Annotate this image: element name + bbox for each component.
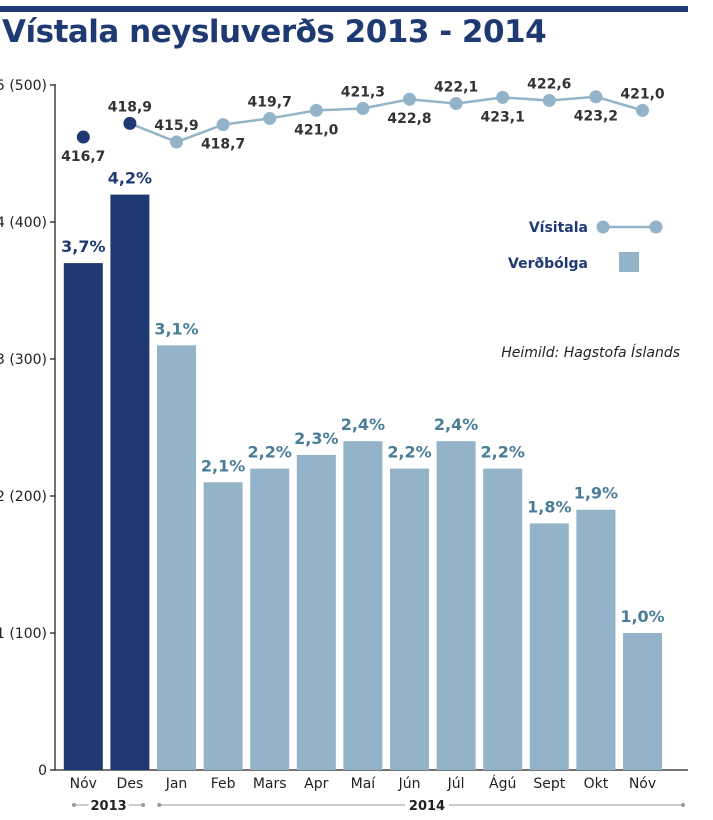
y-tick-label: 5 (500): [0, 78, 47, 94]
x-tick-label: Nóv: [629, 776, 656, 792]
x-tick-label: Feb: [211, 776, 236, 792]
index-point: [636, 103, 649, 117]
index-point: [542, 93, 556, 107]
index-point: [216, 118, 230, 132]
index-point: [263, 111, 277, 125]
y-tick-label: 2 (200): [0, 489, 47, 505]
legend-label-visitala: Vísitala: [529, 220, 588, 236]
index-value-label: 423,2: [574, 109, 618, 125]
index-value-label: 416,7: [61, 149, 105, 165]
index-point: [170, 135, 183, 149]
index-value-label: 421,0: [620, 86, 665, 102]
bar-value-label: 3,7%: [61, 237, 105, 256]
bar: [436, 441, 476, 770]
index-value-label: 419,7: [248, 94, 292, 110]
year-label-bg: [88, 797, 129, 813]
x-tick-label: Des: [117, 776, 144, 792]
x-tick-label: Nóv: [70, 776, 97, 792]
bar-value-label: 1,9%: [574, 484, 618, 503]
bar: [203, 482, 243, 770]
index-value-label: 418,9: [108, 99, 152, 115]
x-tick-label: Júl: [447, 776, 465, 792]
index-point: [76, 130, 90, 144]
x-tick-label: Mars: [253, 776, 287, 792]
bar-value-label: 3,1%: [154, 319, 198, 338]
year-label-2014: 2014: [409, 799, 445, 814]
index-point: [309, 103, 323, 117]
year-bracket-end: [681, 803, 685, 807]
y-tick-label: 0: [38, 763, 47, 779]
legend-point-swatch: [596, 220, 610, 234]
bar: [250, 468, 290, 770]
x-tick-label: Jan: [165, 776, 188, 792]
index-line-path: [129, 95, 643, 144]
bar-labels: 3,7%4,2%3,1%2,1%2,2%2,3%2,4%2,2%2,4%2,2%…: [61, 169, 665, 626]
index-value-label: 422,6: [527, 76, 571, 92]
source-note: Heimild: Hagstofa Íslands: [501, 344, 680, 361]
bar: [110, 194, 150, 771]
index-point: [496, 90, 510, 104]
index-value-label: 423,1: [481, 109, 525, 125]
year-bracket-end: [141, 803, 146, 807]
index-value-label: 421,0: [294, 122, 339, 138]
bar-value-label: 2,4%: [341, 415, 385, 434]
bar: [157, 345, 196, 770]
bar: [63, 263, 103, 770]
bar-value-label: 2,2%: [387, 443, 431, 462]
bar-value-label: 1,0%: [620, 607, 664, 626]
y-tick-label: 4 (400): [0, 215, 47, 231]
bar-value-label: 2,2%: [481, 443, 525, 462]
x-tick-label: Apr: [304, 776, 328, 792]
x-tick-label: Ágú: [489, 775, 516, 792]
bar-value-label: 4,2%: [108, 169, 152, 188]
year-bracket-end: [72, 803, 76, 807]
x-axis: Nóv Des Jan Feb Mars Apr Maí Jún Júl Ágú Sept Okt Nó…: [70, 775, 685, 814]
bar: [390, 468, 429, 770]
index-line: 416,7418,9415,9418,7419,7421,0421,3422,8…: [61, 76, 665, 165]
x-tick-label: Sept: [533, 776, 565, 792]
x-tick-label: Okt: [584, 776, 609, 792]
bar: [343, 441, 383, 770]
x-tick-label: Maí: [351, 776, 377, 792]
year-bracket-end: [157, 803, 162, 807]
bar: [483, 468, 523, 770]
bar-value-label: 2,1%: [201, 456, 245, 475]
index-point: [589, 90, 603, 104]
year-label-bg: [405, 797, 449, 813]
legend-bar-swatch: [619, 252, 639, 272]
bar: [529, 523, 569, 770]
index-point: [403, 92, 416, 106]
index-value-label: 422,1: [434, 80, 478, 96]
bar: [296, 454, 336, 770]
bar-value-label: 1,8%: [527, 497, 571, 516]
index-value-label: 415,9: [154, 118, 198, 134]
bar-value-label: 2,4%: [434, 415, 478, 434]
bar-value-label: 2,3%: [294, 429, 338, 448]
legend: Vísitala Verðbólga: [508, 220, 663, 272]
bar: [623, 633, 662, 770]
y-tick-label: 1 (100): [0, 626, 47, 642]
year-label-2013: 2013: [91, 799, 127, 814]
legend-point-swatch: [649, 220, 663, 234]
x-tick-label: Jún: [398, 776, 421, 792]
bar-value-label: 2,2%: [248, 443, 292, 462]
index-value-label: 421,3: [341, 85, 385, 101]
index-value-label: 422,8: [387, 111, 431, 127]
y-tick-label: 3 (300): [0, 352, 47, 368]
index-point: [356, 102, 370, 116]
bars: [63, 194, 662, 771]
index-point: [123, 116, 137, 130]
index-value-label: 418,7: [201, 137, 245, 153]
index-point: [449, 97, 463, 111]
title-rule: [0, 6, 688, 12]
bar: [576, 509, 616, 770]
legend-label-verdbolga: Verðbólga: [508, 256, 588, 272]
chart-title: Vístala neysluverðs 2013 - 2014: [2, 14, 547, 50]
